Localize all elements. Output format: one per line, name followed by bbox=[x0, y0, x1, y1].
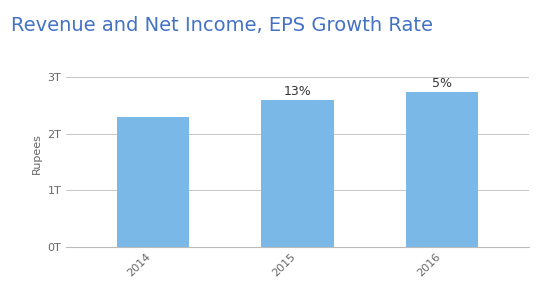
Text: Revenue and Net Income, EPS Growth Rate: Revenue and Net Income, EPS Growth Rate bbox=[11, 16, 433, 35]
Bar bbox=[406, 92, 478, 247]
Text: 5%: 5% bbox=[432, 77, 452, 90]
Text: 13%: 13% bbox=[284, 85, 311, 98]
Bar bbox=[261, 100, 334, 247]
Y-axis label: Rupees: Rupees bbox=[32, 133, 42, 174]
Bar bbox=[117, 117, 189, 247]
